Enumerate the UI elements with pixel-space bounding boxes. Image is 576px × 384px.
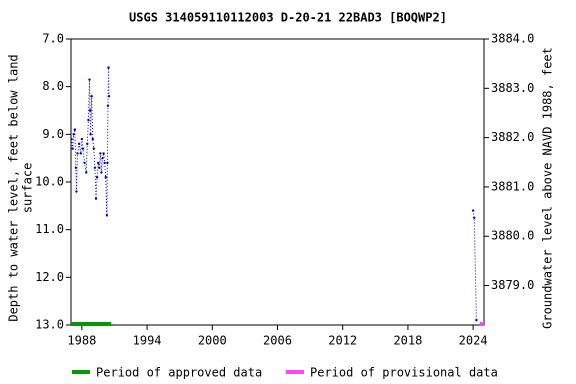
data-point [106,104,110,107]
legend-label: Period of approved data [96,366,262,380]
y2-axis-label: Groundwater level above NAVD 1988, feet [541,47,555,329]
data-point [103,161,106,165]
y-tick-label: 10.0 [35,175,64,189]
legend-label: Period of provisional data [310,366,498,380]
y2-tick-label: 3879.0 [491,278,534,292]
data-point [107,66,110,69]
y-tick-label: 9.0 [42,127,64,141]
y-tick-label: 7.0 [42,32,64,46]
y-tick-label: 8.0 [42,79,64,93]
data-point [89,133,92,136]
data-point [93,166,97,169]
y2-tick-label: 3882.0 [491,130,534,144]
data-point [475,319,478,322]
data-point [72,133,75,136]
data-point [71,147,74,150]
x-tick-label: 1988 [67,334,96,348]
data-point [81,147,85,150]
data-point [92,147,96,150]
data-point [102,152,105,155]
data-point [94,197,98,200]
y-tick-label: 13.0 [35,318,64,332]
data-point [105,214,109,217]
y2-tick-label: 3884.0 [491,32,534,46]
data-point [90,95,93,98]
data-point [80,137,84,141]
period-bar [479,322,484,326]
x-tick-label: 2012 [328,334,357,348]
y2-tick-label: 3880.0 [491,229,534,243]
data-point [88,78,91,81]
data-point [101,156,104,160]
data-point [106,161,109,165]
data-point [95,176,99,179]
x-tick-label: 2006 [263,334,292,348]
data-point [70,137,73,141]
data-point [96,161,100,165]
x-tick-label: 1994 [133,334,162,348]
data-point [87,118,90,122]
data-line [71,67,477,321]
data-point [471,209,475,212]
data-point [104,176,107,179]
data-point [88,109,92,112]
data-point [85,171,88,174]
data-point [86,142,89,146]
y-tick-label: 11.0 [35,222,64,236]
x-tick-label: 2000 [198,334,227,348]
data-point [74,166,78,169]
y-tick-label: 12.0 [35,270,64,284]
data-point [83,161,86,165]
data-point [98,166,101,169]
data-point [91,137,94,141]
data-point [100,171,103,174]
chart-title: USGS 314059110112003 D-20-21 22BAD3 [BOQ… [129,11,447,25]
y2-tick-label: 3883.0 [491,81,534,95]
data-point [99,152,102,155]
data-point [79,152,82,155]
period-bar [71,322,112,326]
data-point [75,190,78,193]
x-tick-label: 2024 [459,334,488,348]
y-axis-label: Depth to water level, feet below land [7,54,21,321]
data-point [73,128,77,131]
x-tick-label: 2018 [393,334,422,348]
data-point [77,142,81,146]
plot-frame [70,38,485,326]
y-axis-label: surface [21,163,35,214]
data-point [76,152,79,155]
data-point [473,216,476,219]
data-point [107,95,111,98]
y2-tick-label: 3881.0 [491,179,534,193]
